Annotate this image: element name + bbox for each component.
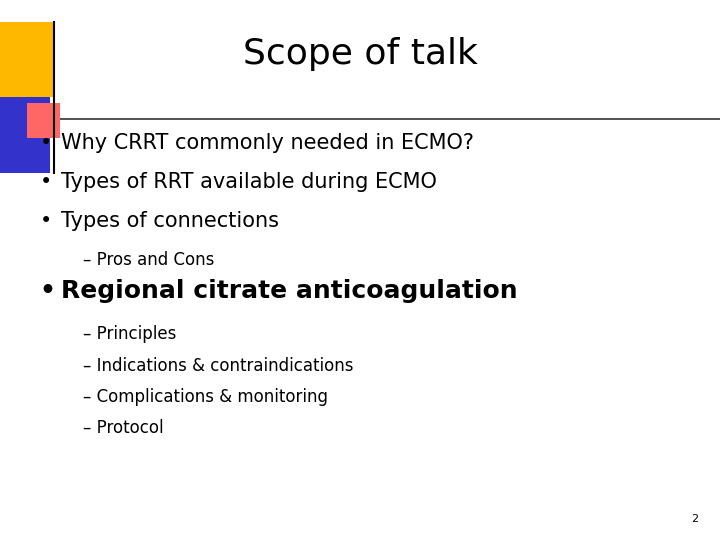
Text: Types of connections: Types of connections [61,211,279,231]
Text: – Complications & monitoring: – Complications & monitoring [83,388,328,406]
Bar [0,97,50,173]
Text: •: • [40,279,55,303]
Text: 2: 2 [691,514,698,524]
Text: – Pros and Cons: – Pros and Cons [83,251,214,269]
Text: – Indications & contraindications: – Indications & contraindications [83,356,354,375]
Bar [27,103,60,138]
Text: Types of RRT available during ECMO: Types of RRT available during ECMO [61,172,437,192]
Text: – Principles: – Principles [83,325,176,343]
Text: •: • [40,172,52,192]
Bar [0,22,54,97]
Text: – Protocol: – Protocol [83,419,163,437]
Text: •: • [40,133,52,153]
Text: Scope of talk: Scope of talk [243,37,477,71]
Text: •: • [40,211,52,231]
Text: Regional citrate anticoagulation: Regional citrate anticoagulation [61,279,518,303]
Text: Why CRRT commonly needed in ECMO?: Why CRRT commonly needed in ECMO? [61,133,474,153]
